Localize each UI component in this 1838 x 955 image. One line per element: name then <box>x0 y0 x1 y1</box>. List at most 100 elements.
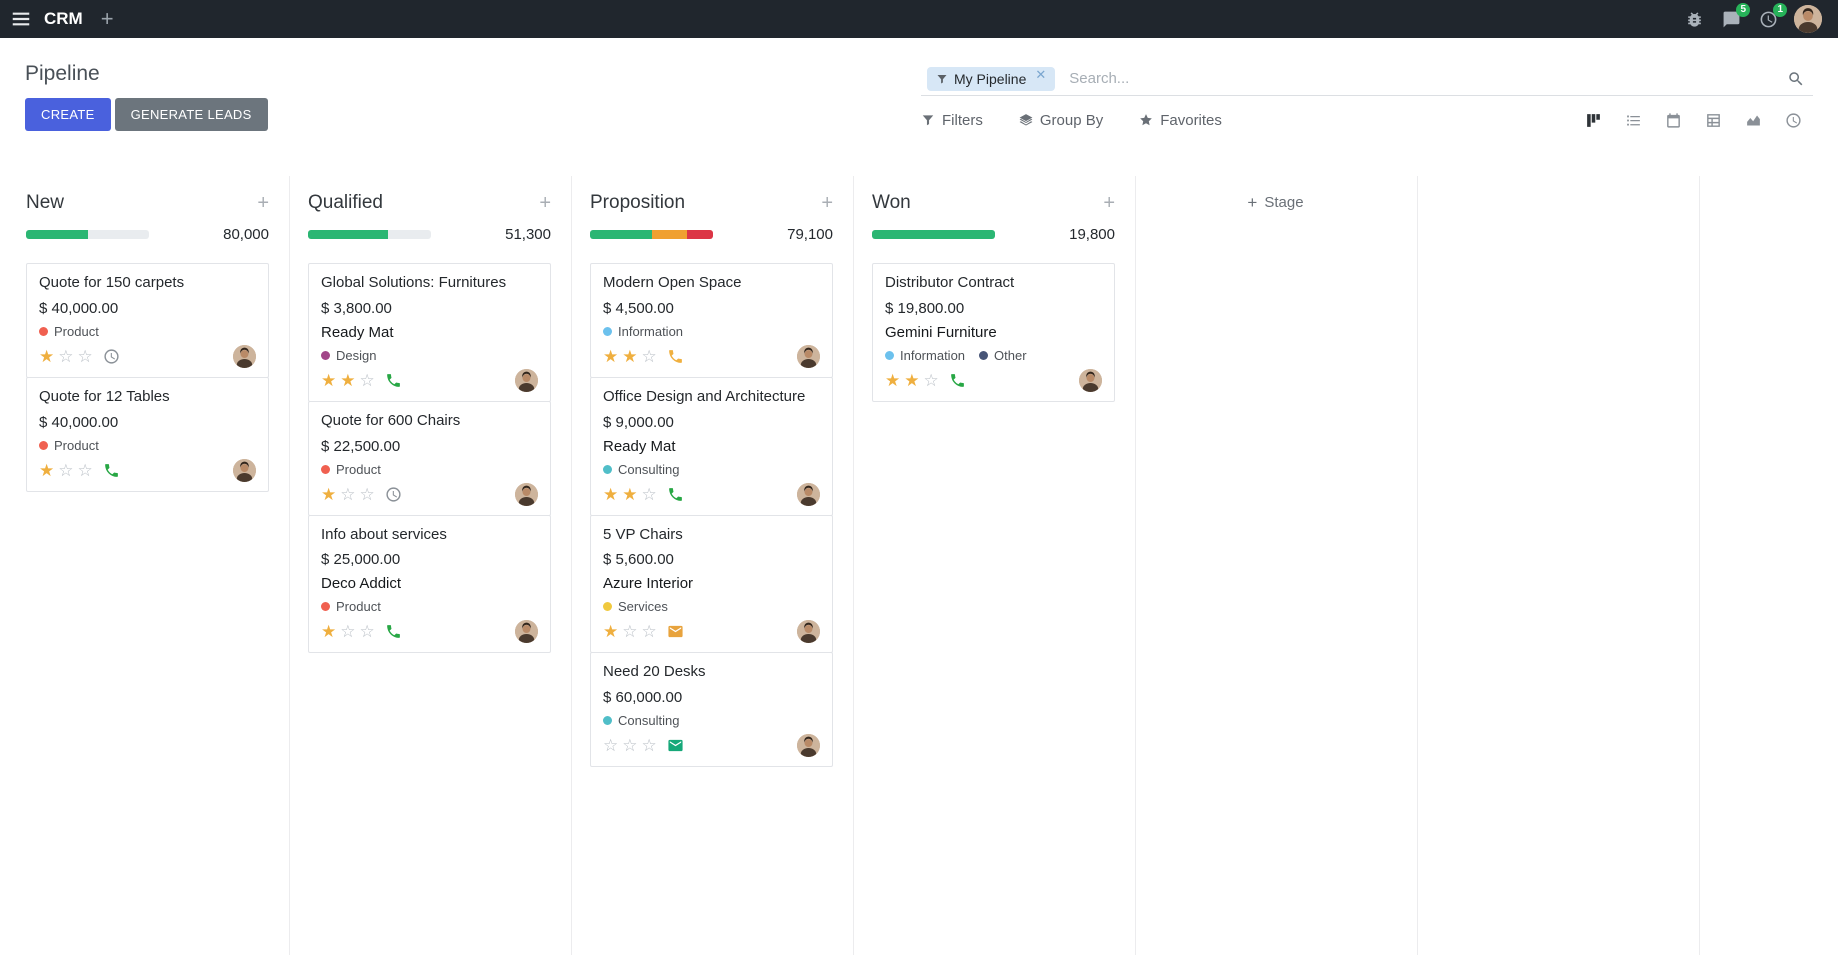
salesperson-avatar[interactable] <box>797 620 820 644</box>
salesperson-avatar[interactable] <box>515 482 538 506</box>
column-add-icon[interactable]: + <box>539 192 551 214</box>
priority-star-icon[interactable]: ★ <box>321 622 337 642</box>
priority-star-icon[interactable]: ☆ <box>58 460 74 480</box>
list-view-icon[interactable] <box>1613 106 1653 134</box>
salesperson-avatar[interactable] <box>515 368 538 392</box>
priority-star-icon[interactable]: ★ <box>603 484 619 504</box>
column-title[interactable]: Qualified <box>308 192 383 213</box>
column-progressbar[interactable] <box>590 230 713 239</box>
column-title[interactable]: New <box>26 192 65 213</box>
priority-star-icon[interactable]: ★ <box>321 370 337 390</box>
priority-star-icon[interactable]: ☆ <box>77 346 93 366</box>
menu-icon[interactable] <box>10 8 32 30</box>
topbar-plus-icon[interactable]: + <box>100 6 114 31</box>
messages-icon[interactable]: 5 <box>1722 2 1750 29</box>
column-add-icon[interactable]: + <box>821 192 833 214</box>
progress-segment[interactable] <box>687 230 713 239</box>
kanban-card[interactable]: Quote for 12 Tables $ 40,000.00 Product ★ ☆ ☆ <box>26 376 269 492</box>
column-progressbar[interactable] <box>308 230 431 239</box>
phone-activity-icon[interactable] <box>667 348 684 365</box>
search-icon[interactable] <box>1787 70 1805 88</box>
column-title[interactable]: Proposition <box>590 192 686 213</box>
clock-activity-icon[interactable] <box>103 348 120 365</box>
priority-star-icon[interactable]: ☆ <box>58 346 74 366</box>
bug-icon[interactable] <box>1685 10 1704 29</box>
phone-activity-icon[interactable] <box>667 486 684 503</box>
group-by-button[interactable]: Group By <box>1019 112 1103 129</box>
priority-star-icon[interactable]: ★ <box>39 460 55 480</box>
priority-star-icon[interactable]: ★ <box>321 484 337 504</box>
column-progressbar[interactable] <box>26 230 149 239</box>
pivot-view-icon[interactable] <box>1693 106 1733 134</box>
priority-star-icon[interactable]: ★ <box>39 346 55 366</box>
priority-star-icon[interactable]: ☆ <box>622 622 638 642</box>
progress-segment[interactable] <box>26 230 88 239</box>
priority-star-icon[interactable]: ☆ <box>77 460 93 480</box>
salesperson-avatar[interactable] <box>233 344 256 368</box>
priority-star-icon[interactable]: ☆ <box>340 484 356 504</box>
priority-star-icon[interactable]: ★ <box>622 484 638 504</box>
priority-star-icon[interactable]: ☆ <box>641 484 657 504</box>
kanban-card[interactable]: Global Solutions: Furnitures $ 3,800.00 Re… <box>308 263 551 402</box>
priority-star-icon[interactable]: ★ <box>904 370 920 390</box>
salesperson-avatar[interactable] <box>1079 368 1102 392</box>
priority-star-icon[interactable]: ☆ <box>641 622 657 642</box>
priority-star-icon[interactable]: ☆ <box>641 346 657 366</box>
progress-segment[interactable] <box>872 230 995 239</box>
progress-segment[interactable] <box>590 230 652 239</box>
phone-activity-icon[interactable] <box>949 372 966 389</box>
salesperson-avatar[interactable] <box>797 344 820 368</box>
kanban-card[interactable]: 5 VP Chairs $ 5,600.00 Azure Interior Servi… <box>590 514 833 654</box>
salesperson-avatar[interactable] <box>797 482 820 506</box>
priority-star-icon[interactable]: ☆ <box>641 736 657 755</box>
salesperson-avatar[interactable] <box>233 458 256 482</box>
phone-activity-icon[interactable] <box>385 623 402 640</box>
search-facet[interactable]: My Pipeline ✕ <box>927 66 1056 91</box>
kanban-card[interactable]: Quote for 150 carpets $ 40,000.00 Product ★… <box>26 263 269 378</box>
envelope-activity-icon[interactable] <box>667 737 684 754</box>
priority-star-icon[interactable]: ☆ <box>340 622 356 642</box>
salesperson-avatar[interactable] <box>515 620 538 644</box>
app-name[interactable]: CRM <box>44 9 83 28</box>
priority-star-icon[interactable]: ☆ <box>359 370 375 390</box>
clock-activity-icon[interactable] <box>385 486 402 503</box>
graph-view-icon[interactable] <box>1733 106 1773 134</box>
progress-segment[interactable] <box>308 230 388 239</box>
priority-star-icon[interactable]: ☆ <box>603 736 619 755</box>
facet-remove-icon[interactable]: ✕ <box>1035 66 1047 82</box>
progress-segment[interactable] <box>651 230 688 239</box>
priority-star-icon[interactable]: ★ <box>603 622 619 642</box>
priority-star-icon[interactable]: ★ <box>340 370 356 390</box>
priority-star-icon[interactable]: ☆ <box>359 622 375 642</box>
activities-icon[interactable]: 1 <box>1759 2 1787 29</box>
kanban-card[interactable]: Modern Open Space $ 4,500.00 Information ★ ★… <box>590 263 833 378</box>
activity-view-icon[interactable] <box>1773 106 1813 134</box>
filters-button[interactable]: Filters <box>921 112 983 129</box>
kanban-card[interactable]: Distributor Contract $ 19,800.00 Gemini Fu… <box>872 263 1115 402</box>
generate-leads-button[interactable]: GENERATE LEADS <box>114 98 268 131</box>
kanban-card[interactable]: Office Design and Architecture $ 9,000.00… <box>590 376 833 516</box>
add-stage-button[interactable]: + Stage <box>1154 194 1397 211</box>
envelope-activity-icon[interactable] <box>667 623 684 640</box>
column-title[interactable]: Won <box>872 192 911 213</box>
kanban-card[interactable]: Quote for 600 Chairs $ 22,500.00 Product ★ ☆… <box>308 400 551 516</box>
kanban-card[interactable]: Need 20 Desks $ 60,000.00 Consulting ☆ ☆ ☆ <box>590 652 833 767</box>
priority-star-icon[interactable]: ★ <box>622 346 638 366</box>
phone-activity-icon[interactable] <box>385 372 402 389</box>
search-bar[interactable]: My Pipeline ✕ <box>921 62 1813 96</box>
column-add-icon[interactable]: + <box>1103 192 1115 214</box>
search-input[interactable] <box>1067 69 1787 88</box>
priority-star-icon[interactable]: ☆ <box>923 370 939 390</box>
column-progressbar[interactable] <box>872 230 995 239</box>
priority-star-icon[interactable]: ★ <box>885 370 901 390</box>
priority-star-icon[interactable]: ☆ <box>622 736 638 755</box>
priority-star-icon[interactable]: ★ <box>603 346 619 366</box>
phone-activity-icon[interactable] <box>103 462 120 479</box>
calendar-view-icon[interactable] <box>1653 106 1693 134</box>
user-avatar[interactable] <box>1794 5 1822 33</box>
kanban-view-icon[interactable] <box>1573 106 1613 134</box>
salesperson-avatar[interactable] <box>797 734 820 757</box>
kanban-card[interactable]: Info about services $ 25,000.00 Deco Addic… <box>308 514 551 654</box>
create-button[interactable]: CREATE <box>25 98 111 131</box>
favorites-button[interactable]: Favorites <box>1139 112 1222 129</box>
